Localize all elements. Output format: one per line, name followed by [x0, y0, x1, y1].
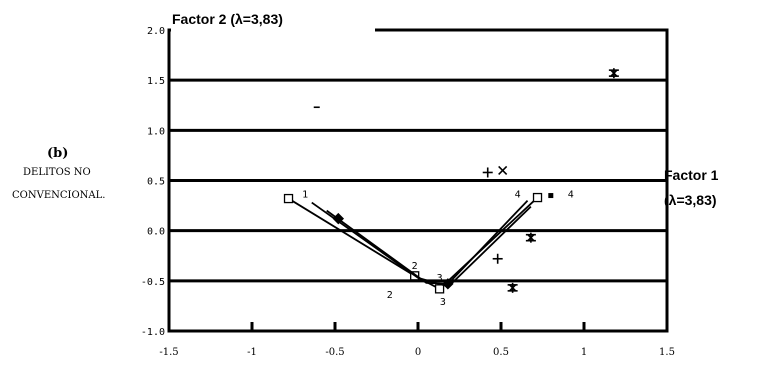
x-tick-label: 1.5: [659, 347, 675, 358]
x-tick-label: -0.5: [325, 347, 344, 358]
trace-square-marker: [283, 193, 294, 204]
trace-point-label: 3: [437, 273, 443, 284]
x-tick-labels: -1.5 -1 -0.5 0 0.5 1 1.5: [159, 322, 675, 358]
side-label-line-1: DELITOS NO: [23, 167, 91, 178]
x-tick-label: 0: [415, 347, 421, 358]
trace-line-2: [326, 205, 532, 285]
y-tick-label: 0.5: [147, 177, 165, 188]
panel-label: (b): [47, 146, 68, 161]
y-tick-label: 2.0: [147, 26, 165, 37]
trace-point-label: 4: [568, 190, 574, 201]
horizontal-grid: [169, 78, 667, 283]
trace-point-label: 3: [440, 297, 446, 308]
y-tick-label: -1.0: [141, 327, 165, 338]
scatter-points: [313, 68, 619, 293]
y-tick-label: 1.0: [147, 126, 165, 137]
data-point-asterisk: [525, 232, 536, 243]
chart-title: Factor 2 (λ=3,83): [172, 11, 283, 27]
data-point-asterisk: [608, 68, 619, 79]
data-point-plus: [492, 253, 503, 264]
trace-square-marker: [434, 284, 445, 294]
x-tick-label: 0.5: [493, 347, 509, 358]
y-tick-labels: 2.0 1.5 1.0 0.5 0.0 -0.5 -1.0: [141, 26, 165, 338]
trace-point-label: 2: [412, 261, 418, 272]
title-background: [171, 22, 375, 36]
data-point-plus: [482, 167, 493, 178]
side-label-line-2: CONVENCIONAL.: [12, 190, 105, 201]
trace-point-label: 2: [387, 290, 393, 301]
data-point-small-square: [548, 193, 554, 199]
trace-square-marker: [532, 192, 543, 203]
y-tick-label: -0.5: [141, 277, 165, 288]
x-tick-label: -1: [247, 347, 257, 358]
trace-point-labels: 1 2 2 3 3 4 4: [302, 190, 574, 308]
x-axis-label-line-1: Factor 1: [664, 167, 719, 183]
data-point-asterisk: [507, 282, 518, 293]
trace-lines: [283, 192, 543, 294]
data-point-filled-diamond: [332, 212, 345, 225]
y-tick-label: 0.0: [147, 227, 165, 238]
trace-line-1: [311, 199, 529, 287]
x-tick-label: -1.5: [159, 347, 178, 358]
data-point-x: [498, 165, 508, 176]
x-tick-label: 1: [581, 347, 587, 358]
trace-point-label: 1: [302, 190, 308, 201]
data-point-filled-diamond: [442, 278, 454, 290]
y-tick-label: 1.5: [147, 76, 165, 87]
x-axis-label-line-2: (λ=3,83): [664, 192, 717, 208]
trace-point-label: 4: [515, 190, 521, 201]
